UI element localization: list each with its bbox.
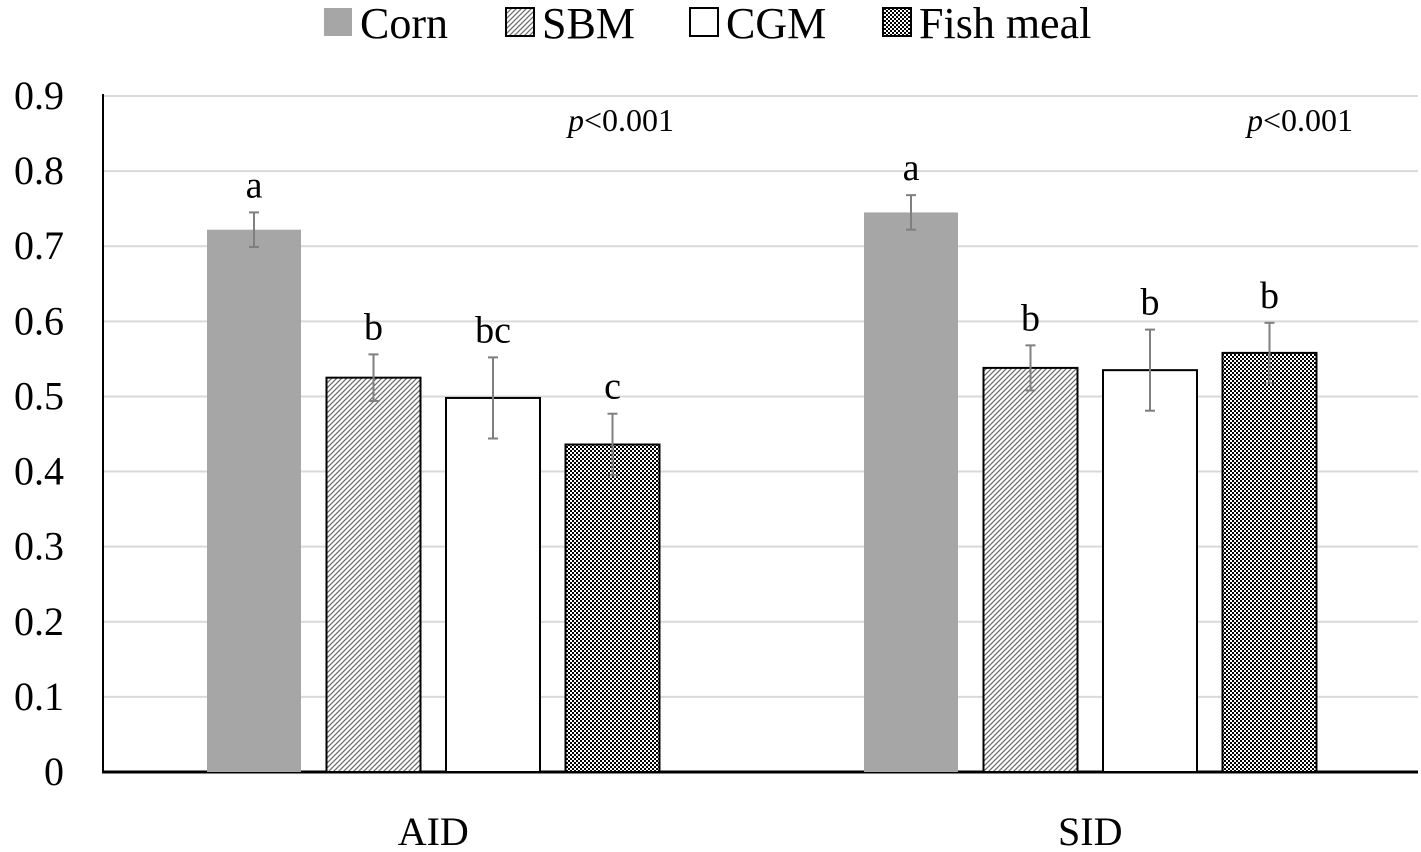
bar-fish-meal-aid	[564, 443, 661, 773]
legend-label: Fish meal	[919, 0, 1091, 48]
axes: 0 0.1 0.2 0.3 0.4 0.5 0.6 0.7 0.8 0.9	[14, 73, 1418, 794]
y-tick-label: 0.7	[14, 223, 64, 268]
significance-letter: a	[903, 147, 920, 189]
legend-swatch-fish-meal	[882, 7, 912, 37]
legend-swatch-sbm	[505, 7, 535, 37]
legend: Corn SBM CGM Fish meal	[324, 0, 1091, 48]
bar-corn-sid	[864, 212, 958, 772]
bars	[207, 194, 1318, 773]
legend-swatch-cgm	[689, 7, 719, 37]
legend-label: SBM	[542, 0, 635, 48]
p-value-annotation: p<0.001	[1245, 102, 1353, 138]
y-tick-label: 0.6	[14, 298, 64, 343]
significance-letter: bc	[475, 309, 511, 351]
bar-cgm-aid	[445, 396, 541, 773]
bar-cgm-sid	[1102, 369, 1198, 773]
significance-letter: c	[604, 366, 621, 408]
x-tick-label: AID	[398, 809, 469, 852]
legend-label: Corn	[360, 0, 448, 48]
y-tick-label: 0	[44, 749, 64, 794]
bar-sbm-sid	[982, 366, 1079, 773]
y-tick-label: 0.1	[14, 674, 64, 719]
y-tick-label: 0.9	[14, 73, 64, 118]
x-tick-label: SID	[1058, 809, 1122, 852]
significance-letter: b	[1141, 282, 1160, 324]
significance-letter: b	[1260, 275, 1279, 317]
y-tick-label: 0.4	[14, 449, 64, 494]
p-value-annotation: p<0.001	[566, 102, 674, 138]
gridlines	[103, 95, 1418, 698]
y-tick-label: 0.2	[14, 599, 64, 644]
bar-fish-meal-sid	[1221, 351, 1318, 773]
significance-letter: b	[1021, 297, 1040, 339]
y-tick-label: 0.5	[14, 373, 64, 418]
legend-swatch-corn	[324, 8, 352, 36]
y-tick-label: 0.3	[14, 524, 64, 569]
significance-letter: b	[364, 306, 383, 348]
legend-label: CGM	[726, 0, 826, 48]
bar-sbm-aid	[325, 376, 422, 773]
bar-corn-aid	[207, 229, 301, 773]
y-tick-label: 0.8	[14, 148, 64, 193]
significance-letter: a	[246, 164, 263, 206]
